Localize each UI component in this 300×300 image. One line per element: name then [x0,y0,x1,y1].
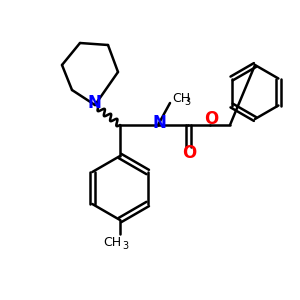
Text: N: N [152,114,166,132]
Text: O: O [182,144,196,162]
Text: O: O [204,110,218,128]
Text: CH: CH [103,236,121,248]
Text: 3: 3 [184,97,190,107]
Text: N: N [87,94,101,112]
Text: 3: 3 [122,241,128,251]
Text: CH: CH [172,92,190,104]
